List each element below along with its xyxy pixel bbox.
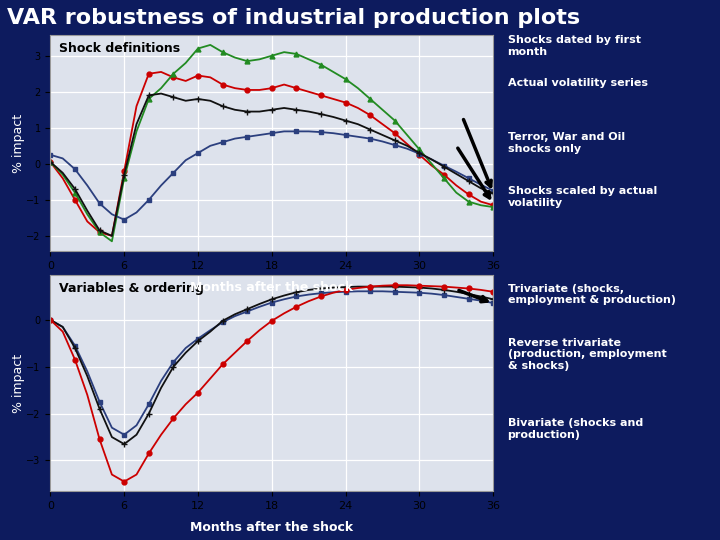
Text: VAR robustness of industrial production plots: VAR robustness of industrial production … bbox=[7, 8, 580, 28]
Text: Months after the shock: Months after the shock bbox=[190, 281, 354, 294]
Y-axis label: % impact: % impact bbox=[12, 113, 25, 173]
Text: Actual volatility series: Actual volatility series bbox=[508, 78, 647, 89]
Text: Months after the shock: Months after the shock bbox=[190, 521, 354, 534]
Text: Shock definitions: Shock definitions bbox=[59, 42, 181, 55]
Text: Bivariate (shocks and
production): Bivariate (shocks and production) bbox=[508, 418, 643, 440]
Text: Terror, War and Oil
shocks only: Terror, War and Oil shocks only bbox=[508, 132, 625, 154]
Text: Shocks scaled by actual
volatility: Shocks scaled by actual volatility bbox=[508, 186, 657, 208]
Text: Reverse trivariate
(production, employment
& shocks): Reverse trivariate (production, employme… bbox=[508, 338, 666, 370]
Text: Trivariate (shocks,
employment & production): Trivariate (shocks, employment & product… bbox=[508, 284, 675, 305]
Y-axis label: % impact: % impact bbox=[12, 354, 25, 413]
Text: Variables & ordering: Variables & ordering bbox=[59, 282, 204, 295]
Text: Shocks dated by first
month: Shocks dated by first month bbox=[508, 35, 641, 57]
